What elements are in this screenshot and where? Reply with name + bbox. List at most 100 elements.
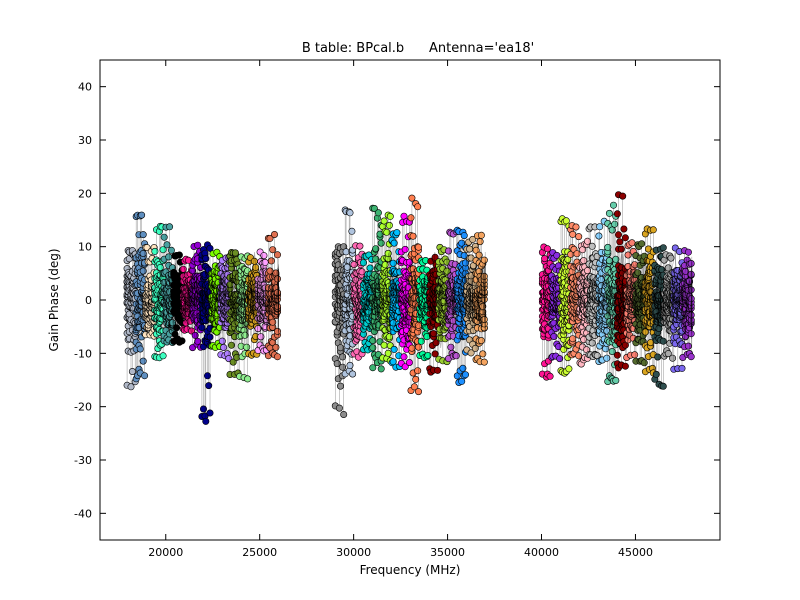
data-point: [141, 372, 149, 380]
data-point: [385, 333, 393, 341]
data-point: [346, 361, 354, 369]
data-point: [127, 383, 135, 391]
data-point: [414, 203, 422, 211]
data-point: [479, 350, 487, 358]
data-point: [405, 358, 413, 366]
data-point: [401, 245, 409, 253]
data-point: [380, 217, 388, 225]
data-point: [572, 223, 580, 231]
data-point: [159, 352, 167, 360]
data-point: [272, 343, 280, 351]
data-point: [372, 245, 380, 253]
data-point: [390, 345, 398, 353]
data-point: [151, 247, 159, 255]
data-point: [669, 354, 677, 362]
data-point: [335, 404, 343, 412]
data-point: [220, 343, 228, 351]
data-point: [613, 351, 621, 359]
data-point: [652, 370, 660, 378]
data-point: [605, 257, 613, 265]
data-point: [340, 410, 348, 418]
data-point: [267, 257, 275, 265]
data-point: [138, 211, 146, 219]
data-point: [202, 255, 210, 263]
data-point: [649, 226, 657, 234]
data-point: [385, 221, 393, 229]
data-point: [194, 337, 202, 345]
data-point: [613, 210, 621, 218]
data-point: [659, 337, 667, 345]
data-point: [348, 227, 356, 235]
data-point: [383, 228, 391, 236]
data-point: [390, 239, 398, 247]
data-point: [616, 238, 624, 246]
data-point: [659, 382, 667, 390]
data-point: [595, 232, 603, 240]
data-point: [477, 231, 485, 239]
data-point: [377, 239, 385, 247]
data-point: [477, 337, 485, 345]
data-point: [191, 331, 199, 339]
data-point: [339, 353, 347, 361]
data-point: [612, 376, 620, 384]
data-point: [407, 214, 415, 222]
data-point: [139, 250, 147, 258]
data-point: [173, 324, 181, 332]
data-point: [588, 242, 596, 250]
data-point: [156, 263, 164, 271]
data-point: [412, 375, 420, 383]
data-point: [339, 363, 347, 371]
data-point: [244, 375, 252, 383]
data-point: [128, 367, 136, 375]
data-point: [612, 255, 620, 263]
data-point: [228, 341, 236, 349]
data-point: [269, 246, 277, 254]
data-point: [414, 367, 422, 375]
data-point: [614, 231, 622, 239]
data-point: [414, 243, 422, 251]
data-point: [414, 321, 422, 329]
data-point: [459, 364, 467, 372]
data-point: [604, 243, 612, 251]
data-point: [369, 344, 377, 352]
chart-title: B table: BPcal.b Antenna='ea18': [302, 41, 534, 56]
data-point: [480, 358, 488, 366]
data-point: [408, 194, 416, 202]
data-point: [565, 365, 573, 373]
data-point: [139, 357, 147, 365]
data-point: [179, 265, 187, 273]
data-point: [414, 388, 422, 396]
data-point: [603, 354, 611, 362]
data-point: [659, 244, 667, 252]
data-point: [569, 230, 577, 238]
data-point: [424, 351, 432, 359]
data-point: [460, 232, 468, 240]
data-point: [218, 337, 226, 345]
data-point: [596, 223, 604, 231]
data-point: [541, 255, 549, 263]
data-point: [654, 353, 662, 361]
data-point: [165, 253, 173, 261]
data-point: [631, 351, 639, 359]
data-point: [358, 268, 366, 276]
data-point: [583, 237, 591, 245]
data-point: [452, 352, 460, 360]
data-point: [202, 417, 210, 425]
data-point: [269, 318, 277, 326]
data-point: [169, 319, 177, 327]
data-point: [273, 251, 281, 259]
data-point: [139, 267, 147, 275]
data-point: [205, 382, 213, 390]
data-point: [273, 353, 281, 361]
data-point: [621, 234, 629, 242]
data-point: [611, 220, 619, 228]
data-point: [369, 364, 377, 372]
data-point: [393, 229, 401, 237]
data-point: [546, 372, 554, 380]
data-point: [569, 335, 577, 343]
data-point: [678, 364, 686, 372]
data-point: [556, 355, 564, 363]
series-1: [132, 211, 149, 383]
data-point: [356, 242, 364, 250]
data-point: [550, 332, 558, 340]
